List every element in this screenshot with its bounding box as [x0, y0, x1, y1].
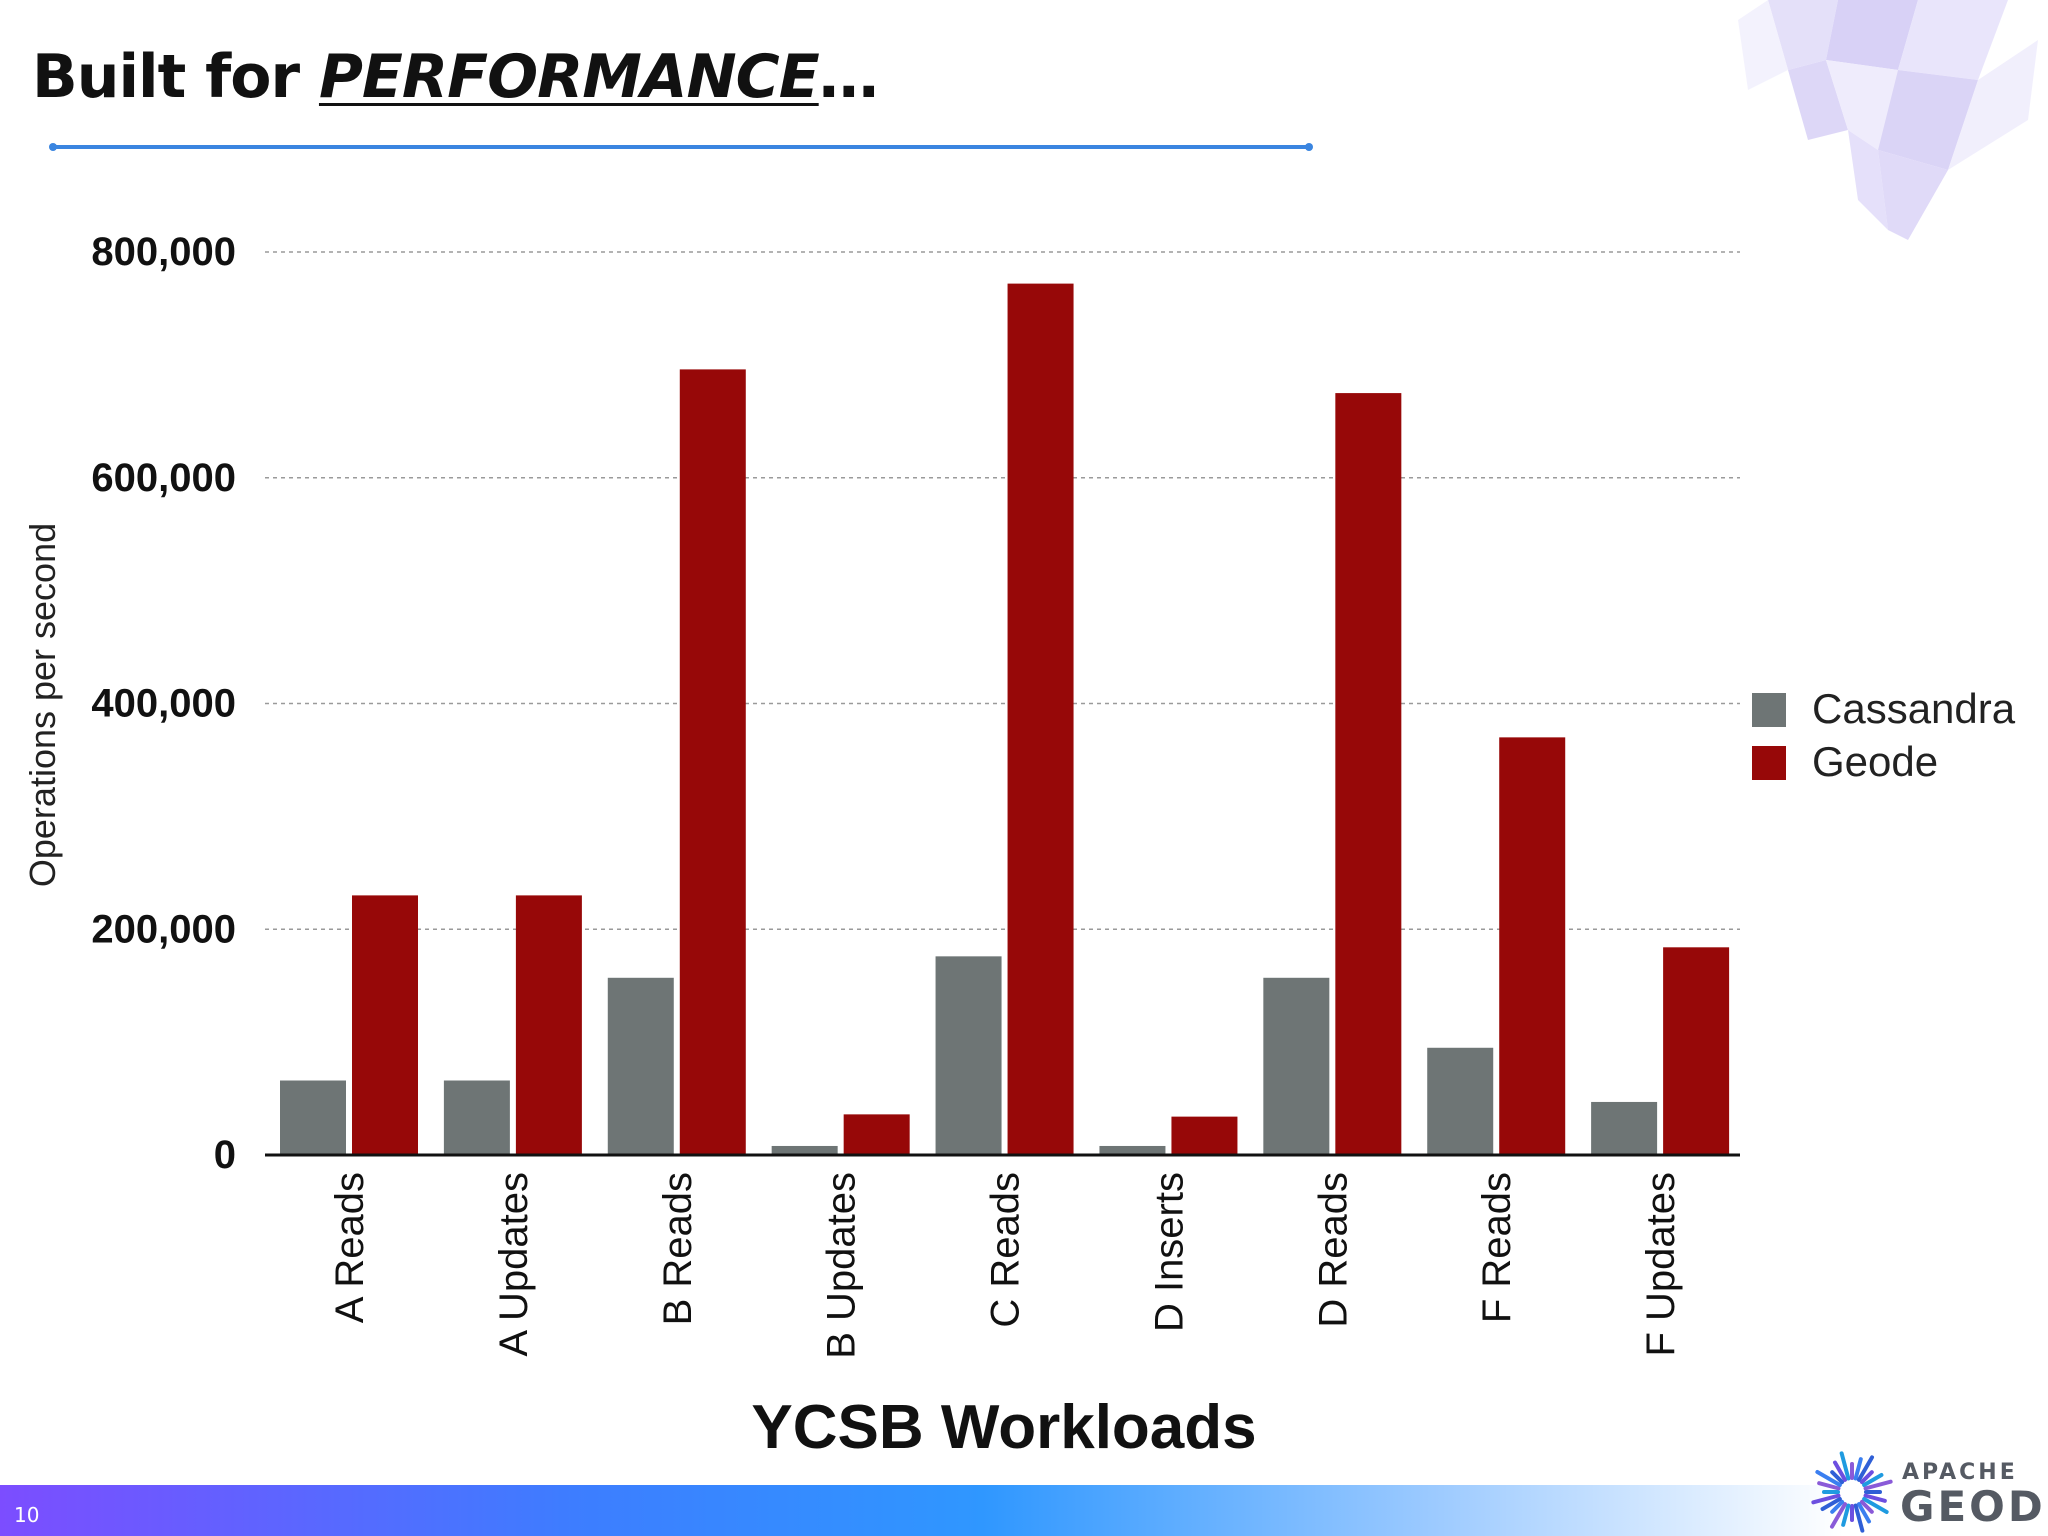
x-tick-label: B Reads	[656, 1172, 700, 1325]
burst-ray	[1853, 1503, 1865, 1533]
y-tick-label: 0	[214, 1133, 236, 1177]
burst-ray	[1841, 1503, 1851, 1527]
legend: Cassandra Geode	[1752, 685, 2016, 785]
title-underline-rule	[49, 143, 1313, 151]
bar-geode	[352, 895, 418, 1155]
x-tick-label: D Inserts	[1147, 1172, 1191, 1332]
legend-label-cassandra: Cassandra	[1812, 685, 2016, 732]
burst-ray	[1833, 1460, 1847, 1482]
burst-ray	[1820, 1497, 1842, 1511]
bar-cassandra	[771, 1145, 838, 1155]
logo-text-geode: GEODE	[1900, 1482, 2048, 1531]
y-tick-labels: 0 200,000 400,000 600,000 800,000	[91, 230, 236, 1177]
burst-ray	[1853, 1457, 1863, 1481]
bar-geode	[843, 1114, 910, 1155]
bar-cassandra	[443, 1080, 510, 1155]
legend-label-geode: Geode	[1812, 738, 1938, 785]
bar-cassandra	[1591, 1101, 1658, 1155]
x-tick-labels: A Reads A Updates B Reads B Updates C Reads D…	[328, 1172, 1683, 1359]
bar-geode	[679, 369, 746, 1155]
x-tick-label: D Reads	[1311, 1172, 1355, 1328]
burst-ray	[1830, 1499, 1845, 1514]
y-tick-label: 600,000	[91, 456, 236, 500]
x-tick-label: F Reads	[1475, 1172, 1519, 1323]
y-tick-label: 200,000	[91, 907, 236, 951]
burst-ray	[1815, 1470, 1842, 1487]
x-tick-label: B Updates	[820, 1172, 864, 1359]
title-emphasis: PERFORMANCE	[318, 42, 820, 112]
title-suffix: …	[818, 42, 879, 112]
crystal-decoration	[1738, 0, 2038, 240]
bar-cassandra	[1099, 1145, 1166, 1155]
title-prefix: Built for	[32, 42, 319, 112]
geode-burst-icon	[1811, 1451, 1893, 1533]
y-tick-label: 400,000	[91, 682, 236, 726]
x-tick-label: F Updates	[1639, 1172, 1683, 1357]
x-tick-label: A Updates	[492, 1172, 536, 1357]
legend-swatch-cassandra	[1752, 693, 1786, 727]
burst-ray	[1857, 1455, 1874, 1482]
y-tick-label: 800,000	[91, 230, 236, 274]
bar-geode	[1499, 737, 1566, 1155]
burst-ray	[1839, 1451, 1851, 1481]
apache-geode-logo: APACHE GEODE	[1808, 1448, 2048, 1536]
bar-cassandra	[280, 1080, 346, 1155]
burst-ray	[1859, 1499, 1874, 1514]
gridlines	[265, 251, 1740, 930]
burst-ray	[1863, 1493, 1887, 1503]
legend-swatch-geode	[1752, 746, 1786, 780]
burst-ray	[1830, 1502, 1847, 1529]
burst-ray	[1830, 1470, 1845, 1485]
burst-ray	[1862, 1497, 1889, 1514]
x-tick-label: C Reads	[984, 1172, 1028, 1328]
burst-ray	[1817, 1481, 1841, 1491]
bar-cassandra	[935, 956, 1002, 1155]
burst-ray	[1863, 1479, 1893, 1491]
y-axis-label: Operations per second	[22, 523, 63, 887]
bar-geode	[1171, 1116, 1238, 1155]
page-number: 10	[14, 1503, 40, 1527]
burst-ray	[1811, 1493, 1841, 1505]
bar-cassandra	[607, 977, 674, 1155]
bar-geode	[515, 895, 582, 1155]
bar-cassandra	[1263, 977, 1330, 1155]
x-tick-label: A Reads	[328, 1172, 372, 1323]
slide-title: Built for PERFORMANCE…	[32, 42, 879, 112]
footer-gradient-bar	[0, 1485, 2048, 1536]
burst-ray	[1857, 1502, 1871, 1524]
bar-geode	[1663, 947, 1730, 1155]
bar-geode	[1007, 283, 1074, 1156]
logo-text-apache: APACHE	[1902, 1460, 2018, 1485]
burst-ray	[1859, 1470, 1874, 1485]
bar-cassandra	[1427, 1047, 1494, 1155]
bars	[280, 283, 1730, 1156]
x-axis-label: YCSB Workloads	[751, 1393, 1256, 1462]
bar-geode	[1335, 393, 1402, 1155]
burst-ray	[1862, 1473, 1884, 1487]
